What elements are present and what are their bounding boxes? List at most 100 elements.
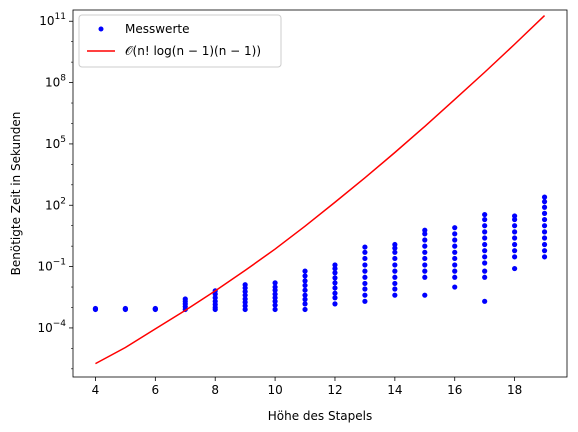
x-tick-label-16: 16 <box>447 383 462 397</box>
plot-frame <box>72 9 568 378</box>
measurement-point-98 <box>482 260 488 266</box>
measurement-point-44 <box>302 273 308 279</box>
y-tick-label-5: 105 <box>45 135 66 151</box>
measurement-point-78 <box>422 262 428 268</box>
measurement-point-41 <box>302 287 308 293</box>
measurement-point-75 <box>422 292 428 298</box>
measurement-point-93 <box>452 231 458 237</box>
measurement-point-81 <box>422 243 428 249</box>
measurement-point-72 <box>392 249 398 255</box>
measurement-point-42 <box>302 282 308 289</box>
measurement-point-82 <box>422 237 428 243</box>
measurement-point-103 <box>482 229 488 235</box>
x-axis-label: Höhe des Stapels <box>268 409 373 423</box>
measurement-point-70 <box>392 262 398 268</box>
measurement-point-104 <box>482 223 488 229</box>
measurement-point-83 <box>422 231 428 237</box>
measurement-point-36 <box>272 280 278 286</box>
measurement-point-79 <box>422 255 428 262</box>
measurement-point-46 <box>332 301 338 307</box>
measurement-point-51 <box>332 275 338 281</box>
x-tick-label-12: 12 <box>327 383 342 397</box>
measurement-point-86 <box>452 274 458 280</box>
legend-frame <box>78 14 282 68</box>
measurement-point-115 <box>512 213 518 219</box>
measurement-point-66 <box>392 286 398 292</box>
measurement-point-39 <box>302 296 308 302</box>
measurement-point-96 <box>482 274 488 280</box>
measurement-point-64 <box>362 244 368 250</box>
measurement-point-116 <box>541 254 548 260</box>
x-tick-label-8: 8 <box>211 383 219 397</box>
measurement-point-85 <box>452 284 458 290</box>
measurement-point-107 <box>512 265 518 272</box>
measurement-point-25 <box>242 292 248 298</box>
scatter-points <box>92 194 548 313</box>
measurement-point-21 <box>242 306 248 313</box>
legend: Messwerte 𝒪(n! log(n − 1)(n − 1)) <box>78 14 282 68</box>
measurement-point-49 <box>332 285 338 291</box>
measurement-point-50 <box>332 280 338 286</box>
measurement-point-74 <box>392 241 398 248</box>
measurement-point-43 <box>302 278 308 284</box>
measurement-point-111 <box>512 235 518 241</box>
measurement-point-54 <box>332 262 338 268</box>
measurement-point-77 <box>422 268 428 274</box>
legend-label-messwerte: Messwerte <box>125 22 189 36</box>
measurement-point-62 <box>362 255 368 262</box>
measurement-point-31 <box>272 298 278 304</box>
measurement-point-106 <box>482 211 488 218</box>
measurement-point-87 <box>452 268 458 274</box>
measurement-point-121 <box>541 223 548 229</box>
x-tick-label-6: 6 <box>152 383 160 397</box>
measurement-point-126 <box>541 194 548 200</box>
x-tick-label-14: 14 <box>387 383 402 397</box>
measurement-point-99 <box>482 254 488 260</box>
measurement-point-61 <box>362 262 368 268</box>
measurement-point-118 <box>541 241 548 248</box>
measurement-point-55 <box>362 298 368 304</box>
measurement-point-13 <box>182 296 188 302</box>
y-axis-ticks: 10−4 10−1 102 105 108 1011 <box>37 12 73 370</box>
measurement-point-76 <box>422 274 428 280</box>
measurement-point-102 <box>482 235 488 241</box>
measurement-point-8 <box>152 305 158 312</box>
measurement-point-125 <box>541 199 548 205</box>
measurement-point-53 <box>332 265 338 272</box>
measurement-point-105 <box>482 216 488 223</box>
x-tick-label-4: 4 <box>92 383 100 397</box>
measurement-point-89 <box>452 255 458 262</box>
measurement-point-29 <box>272 306 278 313</box>
measurement-point-30 <box>272 302 278 308</box>
measurement-point-59 <box>362 274 368 280</box>
measurement-point-110 <box>512 241 518 248</box>
measurement-point-80 <box>422 249 428 255</box>
measurement-point-112 <box>512 229 518 235</box>
measurement-point-67 <box>392 280 398 287</box>
measurement-point-109 <box>512 248 518 254</box>
measurement-point-26 <box>242 288 248 295</box>
measurement-point-113 <box>512 223 518 229</box>
measurement-point-84 <box>422 227 428 233</box>
measurement-point-95 <box>482 298 488 304</box>
measurement-point-18 <box>212 295 218 301</box>
measurement-point-114 <box>512 216 518 223</box>
measurement-point-48 <box>332 290 338 296</box>
y-tick-label-8: 108 <box>45 74 66 90</box>
measurement-point-124 <box>541 204 548 210</box>
measurement-point-92 <box>452 237 458 243</box>
y-tick-label--1: 10−1 <box>37 258 66 274</box>
y-axis-label: Benötigte Zeit in Sekunden <box>9 112 23 276</box>
measurement-point-24 <box>242 296 248 302</box>
legend-label-model: 𝒪(n! log(n − 1)(n − 1)) <box>125 44 261 58</box>
measurement-point-32 <box>272 295 278 301</box>
measurement-point-123 <box>541 210 548 216</box>
measurement-point-101 <box>482 241 488 248</box>
y-tick-label-11: 1011 <box>39 12 66 28</box>
measurement-point-65 <box>392 292 398 298</box>
measurement-point-94 <box>452 225 458 231</box>
measurement-point-69 <box>392 268 398 274</box>
measurement-point-119 <box>541 235 548 241</box>
measurement-point-117 <box>541 248 548 254</box>
